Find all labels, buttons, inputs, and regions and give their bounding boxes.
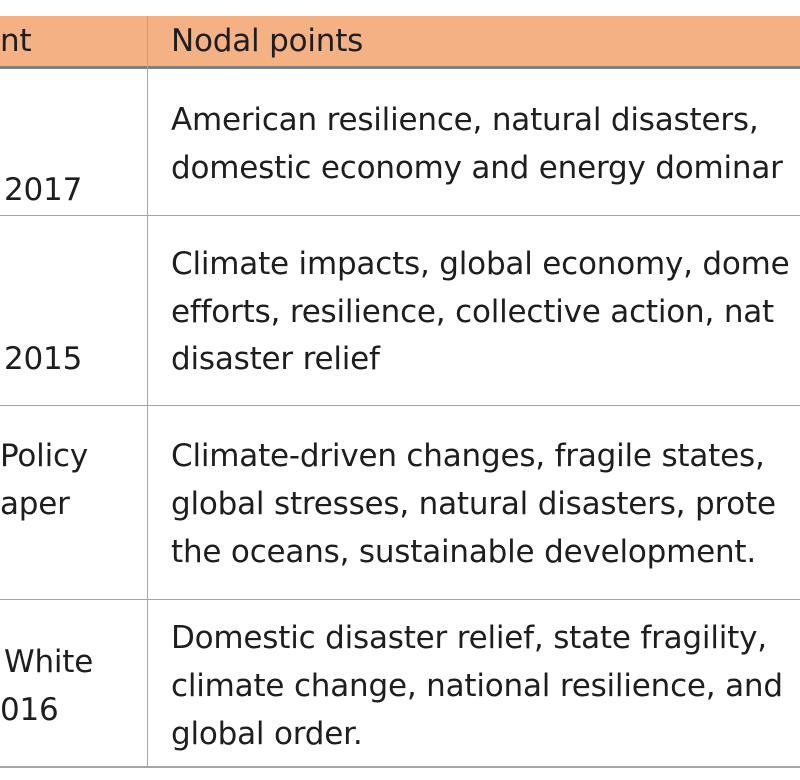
- header-nodal-points: Nodal points: [171, 23, 364, 59]
- row3-points-line3: the oceans, sustainable development.: [171, 534, 757, 570]
- column-divider: [147, 16, 148, 768]
- row4-points-line1: Domestic disaster relief, state fragilit…: [171, 620, 767, 656]
- row3-points-line2: global stresses, natural disasters, prot…: [171, 486, 776, 522]
- row3-points-line1: Climate-driven changes, fragile states,: [171, 438, 765, 474]
- row1-points-line1: American resilience, natural disasters,: [171, 102, 759, 138]
- row-divider: [0, 215, 800, 216]
- row3-document-line2: aper: [0, 486, 70, 522]
- table-bottom-border: [0, 766, 800, 768]
- row2-points-line2: efforts, resilience, collective action, …: [171, 294, 775, 330]
- row4-document-line2: 016: [0, 692, 59, 728]
- header-divider: [0, 66, 800, 69]
- row2-points-line1: Climate impacts, global economy, dome: [171, 246, 790, 282]
- row2-document: 2015: [4, 341, 83, 377]
- row2-points-line3: disaster relief: [171, 341, 380, 377]
- row-divider: [0, 599, 800, 600]
- row-divider: [0, 405, 800, 406]
- row3-document-line1: Policy: [0, 438, 88, 474]
- row4-document-line1: White: [4, 644, 94, 680]
- row1-document: 2017: [4, 172, 83, 208]
- header-document: nt: [0, 23, 32, 59]
- row4-points-line2: climate change, national resilience, and: [171, 668, 783, 704]
- table-header-row: [0, 16, 800, 66]
- row4-points-line3: global order.: [171, 716, 363, 752]
- row1-points-line2: domestic economy and energy dominar: [171, 150, 783, 186]
